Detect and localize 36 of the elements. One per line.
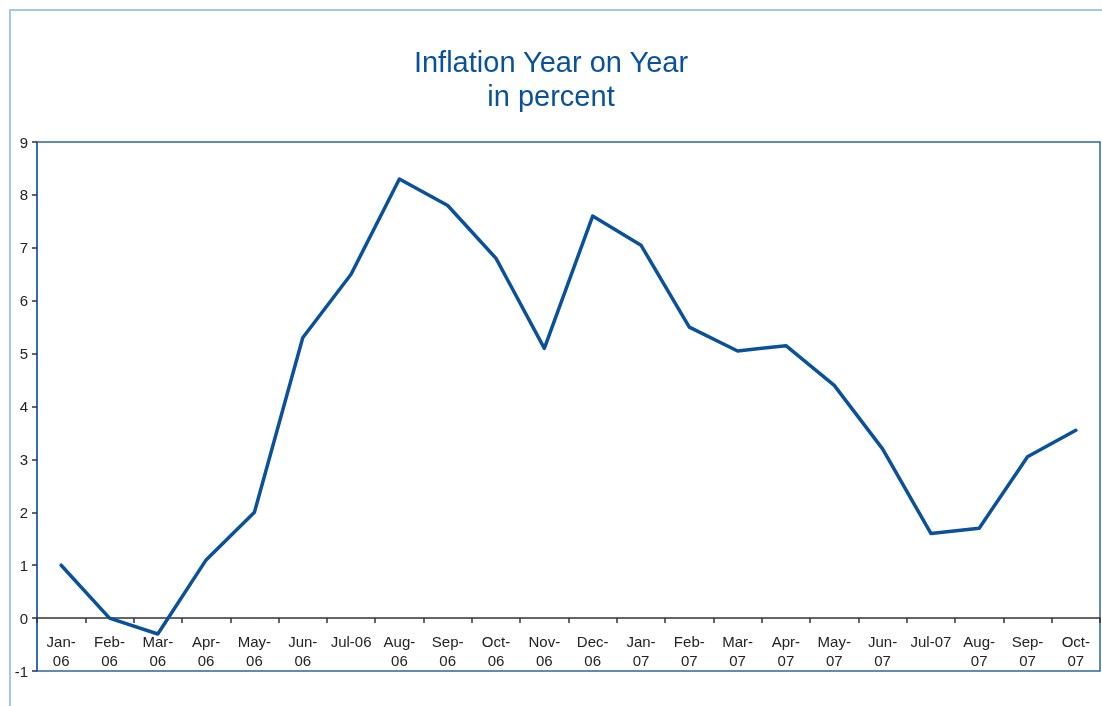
chart-subtitle: in percent — [487, 79, 615, 112]
x-tick-label: Mar-07 — [722, 633, 754, 670]
x-tick-label: Jun-06 — [288, 633, 318, 670]
x-tick-label: Jul-06 — [330, 633, 372, 651]
x-tick-label: Jan-06 — [46, 633, 76, 670]
x-tick-label: Feb-07 — [673, 633, 705, 670]
x-tick-label: Jul-07 — [910, 633, 952, 651]
y-tick-label: 9 — [19, 133, 28, 151]
x-tick-label: Feb-06 — [94, 633, 125, 670]
x-tick-label: Apr-06 — [191, 633, 221, 670]
y-tick-label: 8 — [19, 186, 28, 204]
chart-title: Inflation Year on Year — [413, 45, 689, 78]
x-tick-label: Aug-06 — [383, 633, 416, 670]
x-tick-label: Sep-07 — [1011, 633, 1044, 670]
x-tick-label: Sep-06 — [431, 633, 464, 670]
y-tick-label: 2 — [19, 503, 28, 521]
x-tick-label: May-06 — [237, 633, 272, 670]
y-tick-label: 4 — [19, 398, 28, 415]
y-tick-label: 6 — [19, 292, 28, 310]
y-tick-label: 5 — [19, 345, 28, 363]
y-tick-label: 3 — [19, 450, 28, 468]
x-tick-label: Mar-06 — [142, 633, 174, 670]
x-tick-label: Oct-06 — [481, 633, 511, 670]
x-tick-label: Apr-07 — [771, 633, 801, 670]
x-tick-label: Aug-07 — [963, 633, 996, 670]
x-tick-label: May-07 — [817, 633, 851, 670]
x-tick-label: Jan-07 — [626, 633, 656, 670]
y-tick-label: 7 — [19, 239, 28, 257]
x-tick-label: Dec-06 — [576, 633, 609, 670]
y-tick-label: 1 — [19, 556, 28, 574]
y-tick-label: 0 — [19, 609, 28, 627]
x-tick-label: Nov-06 — [528, 633, 561, 670]
y-tick-label: -1 — [14, 662, 28, 680]
x-tick-label: Jun-07 — [867, 633, 898, 670]
x-tick-label: Oct-07 — [1061, 633, 1091, 670]
line-series — [59, 177, 1078, 636]
